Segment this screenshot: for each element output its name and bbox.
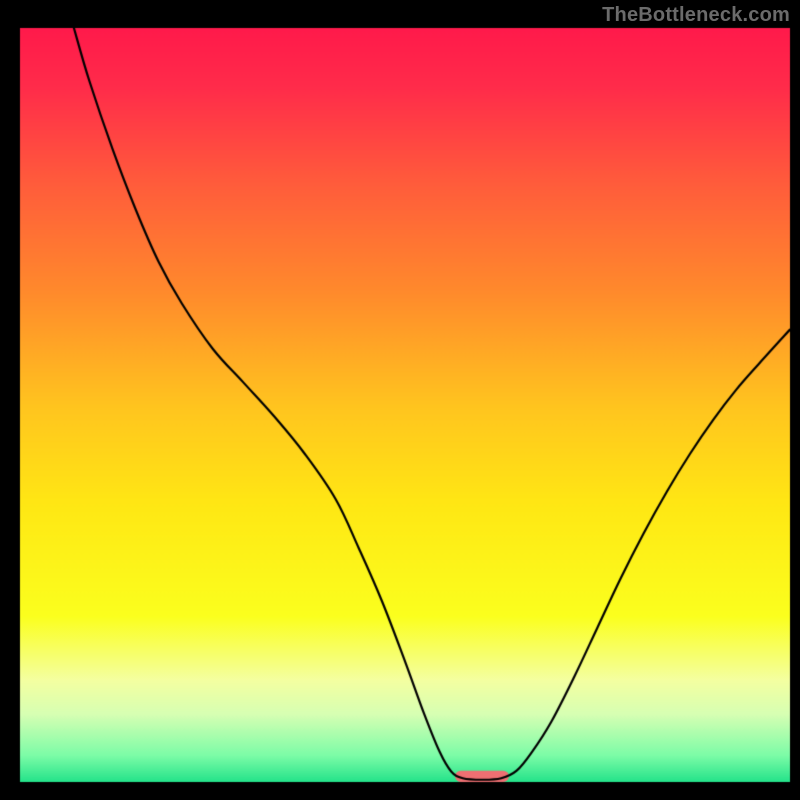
bottleneck-curve-chart <box>0 0 800 800</box>
watermark-text: TheBottleneck.com <box>602 4 790 27</box>
chart-stage: TheBottleneck.com <box>0 0 800 800</box>
